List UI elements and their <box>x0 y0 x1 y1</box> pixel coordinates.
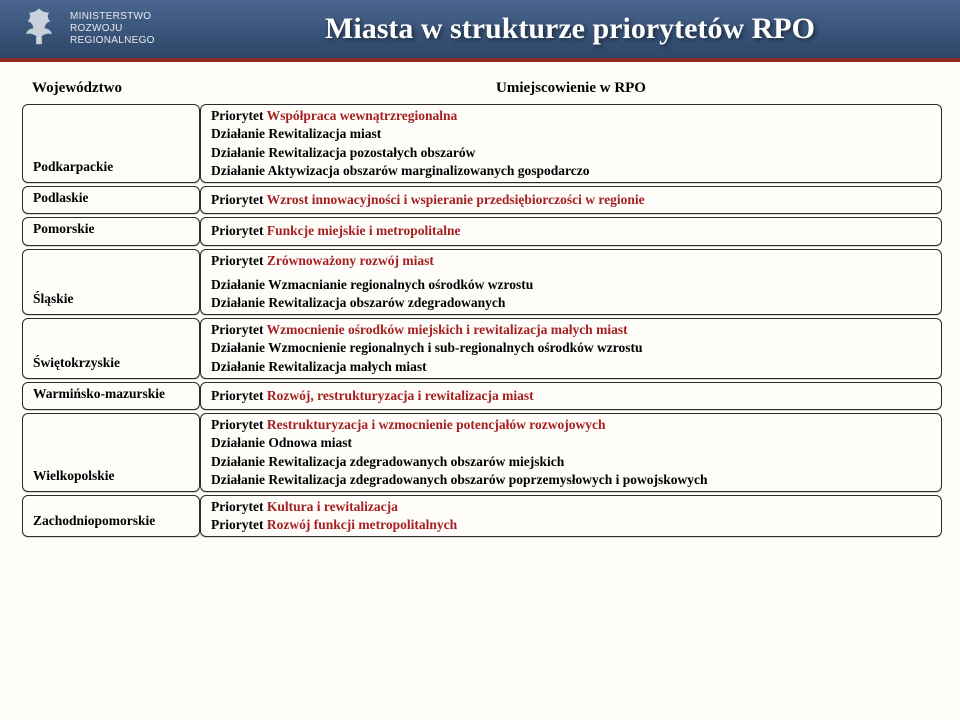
text-segment: Współpraca wewnątrzregionalna <box>267 108 458 123</box>
table-row: ŚląskiePriorytet Zrównoważony rozwój mia… <box>22 249 942 316</box>
priorities-table: Województwo Umiejscowienie w RPO Podkarp… <box>22 76 942 540</box>
text-segment: Działanie Wzmocnienie regionalnych i sub… <box>211 340 643 355</box>
ministry-line: REGIONALNEGO <box>70 35 155 47</box>
description-cell: Priorytet Wzrost innowacyjności i wspier… <box>200 186 942 214</box>
table-row: ŚwiętokrzyskiePriorytet Wzmocnienie ośro… <box>22 318 942 379</box>
text-segment: Działanie Wzmacnianie regionalnych ośrod… <box>211 277 533 292</box>
text-segment: Wzrost innowacyjności i wspieranie przed… <box>267 192 645 207</box>
ministry-line: MINISTERSTWO <box>70 11 155 23</box>
text-segment: Priorytet <box>211 192 267 207</box>
text-segment: Priorytet <box>211 223 267 238</box>
col-header-desc: Umiejscowienie w RPO <box>200 76 942 104</box>
description-cell: Priorytet Zrównoważony rozwój miast Dział… <box>200 249 942 316</box>
ministry-text: MINISTERSTWO ROZWOJU REGIONALNEGO <box>70 11 155 47</box>
col-header-region: Województwo <box>22 76 200 104</box>
text-segment: Działanie Odnowa miast <box>211 435 352 450</box>
region-cell: Wielkopolskie <box>22 413 200 492</box>
table-row: Warmińsko-mazurskiePriorytet Rozwój, res… <box>22 382 942 410</box>
text-segment: Wzmocnienie ośrodków miejskich i rewital… <box>267 322 628 337</box>
logo-block: MINISTERSTWO ROZWOJU REGIONALNEGO <box>0 4 155 55</box>
eagle-icon <box>16 4 62 55</box>
region-cell: Śląskie <box>22 249 200 316</box>
text-segment: Kultura i rewitalizacja <box>267 499 398 514</box>
region-cell: Zachodniopomorskie <box>22 495 200 537</box>
text-segment: Rozwój funkcji metropolitalnych <box>267 517 457 532</box>
region-cell: Świętokrzyskie <box>22 318 200 379</box>
ministry-line: ROZWOJU <box>70 23 155 35</box>
table-row: PodkarpackiePriorytet Współpraca wewnątr… <box>22 104 942 183</box>
text-segment: Funkcje miejskie i metropolitalne <box>267 223 461 238</box>
text-segment: Priorytet <box>211 517 267 532</box>
description-cell: Priorytet Funkcje miejskie i metropolita… <box>200 217 942 245</box>
table-row: ZachodniopomorskiePriorytet Kultura i re… <box>22 495 942 537</box>
text-segment: Działanie Rewitalizacja małych miast <box>211 359 427 374</box>
description-cell: Priorytet Współpraca wewnątrzregionalna D… <box>200 104 942 183</box>
description-cell: Priorytet Rozwój, restrukturyzacja i rew… <box>200 382 942 410</box>
text-segment: Działanie Rewitalizacja pozostałych obsz… <box>211 145 475 160</box>
text-segment: Restrukturyzacja i wzmocnienie potencjał… <box>267 417 606 432</box>
region-cell: Warmińsko-mazurskie <box>22 382 200 410</box>
region-cell: Pomorskie <box>22 217 200 245</box>
description-cell: Priorytet Kultura i rewitalizacjaPrioryt… <box>200 495 942 537</box>
text-segment: Priorytet <box>211 322 267 337</box>
text-segment: Priorytet <box>211 253 267 268</box>
text-segment: Działanie Rewitalizacja zdegradowanych o… <box>211 472 707 487</box>
region-cell: Podkarpackie <box>22 104 200 183</box>
table-header-row: Województwo Umiejscowienie w RPO <box>22 76 942 104</box>
text-segment: Priorytet <box>211 417 267 432</box>
table-body: PodkarpackiePriorytet Współpraca wewnątr… <box>22 104 942 540</box>
text-segment: Działanie Aktywizacja obszarów marginali… <box>211 163 589 178</box>
table-row: WielkopolskiePriorytet Restrukturyzacja … <box>22 413 942 492</box>
text-segment: Priorytet <box>211 108 267 123</box>
text-segment: Działanie Rewitalizacja miast <box>211 126 381 141</box>
text-segment: Rozwój, restrukturyzacja i rewitalizacja… <box>267 388 534 403</box>
content-area: Województwo Umiejscowienie w RPO Podkarp… <box>0 62 960 550</box>
text-segment: Działanie Rewitalizacja obszarów zdegrad… <box>211 295 505 310</box>
text-segment: Priorytet <box>211 499 267 514</box>
description-cell: Priorytet Wzmocnienie ośrodków miejskich… <box>200 318 942 379</box>
description-cell: Priorytet Restrukturyzacja i wzmocnienie… <box>200 413 942 492</box>
table-row: PomorskiePriorytet Funkcje miejskie i me… <box>22 217 942 245</box>
table-row: PodlaskiePriorytet Wzrost innowacyjności… <box>22 186 942 214</box>
slide-header: MINISTERSTWO ROZWOJU REGIONALNEGO Miasta… <box>0 0 960 62</box>
text-segment: Działanie Rewitalizacja zdegradowanych o… <box>211 454 564 469</box>
region-cell: Podlaskie <box>22 186 200 214</box>
text-segment: Priorytet <box>211 388 267 403</box>
text-segment: Zrównoważony rozwój miast <box>267 253 434 268</box>
